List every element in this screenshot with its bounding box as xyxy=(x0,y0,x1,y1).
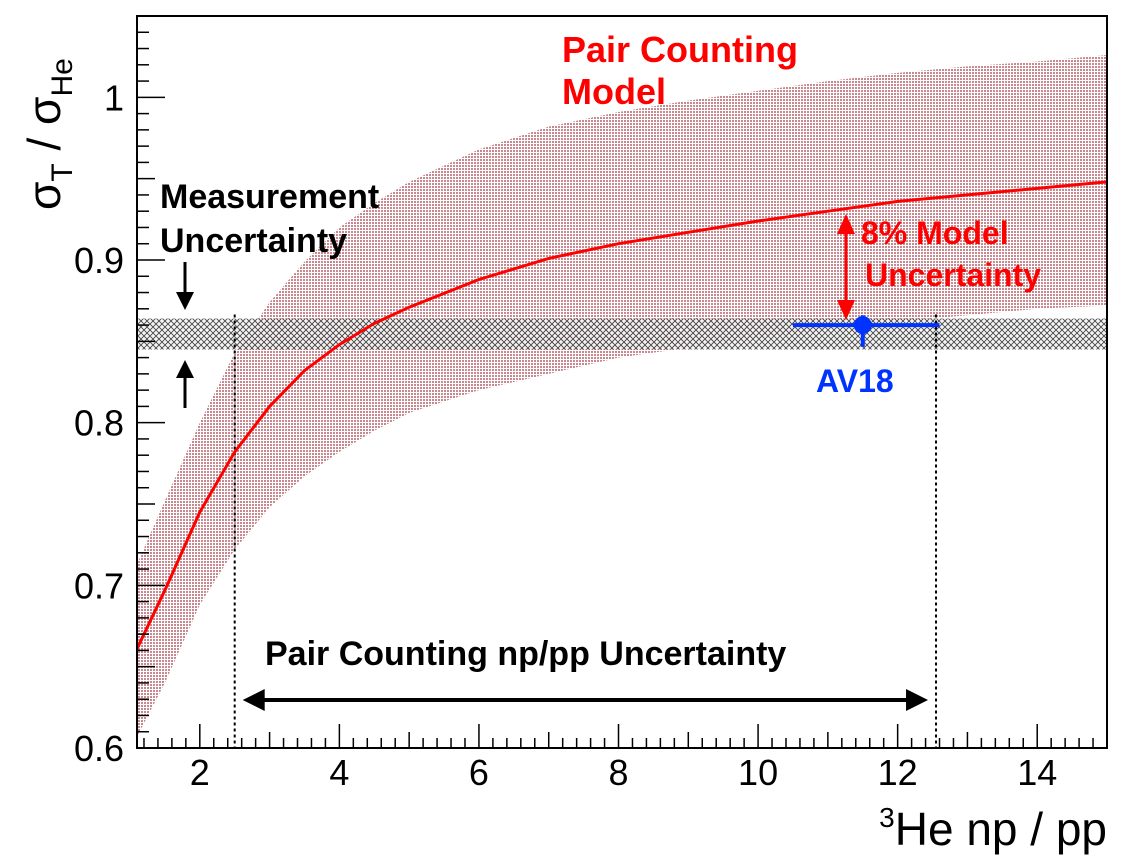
plot-area: 2 4 6 8 10 12 14 0.6 0.7 0.8 0.9 1 xyxy=(74,15,1108,793)
model-uncertainty-band xyxy=(137,55,1107,737)
model-curve xyxy=(137,180,1107,650)
model-uncertainty-line2: Uncertainty xyxy=(865,257,1041,293)
measurement-uncertainty-band xyxy=(137,318,1107,350)
y-tick-label: 0.6 xyxy=(74,728,124,769)
av18-label: AV18 xyxy=(816,363,894,399)
x-tick-label: 10 xyxy=(738,752,778,793)
x-tick-label: 12 xyxy=(878,752,918,793)
x-tick-label: 6 xyxy=(469,752,489,793)
model-title-line2: Model xyxy=(562,71,666,112)
model-uncertainty-arrow-down-head xyxy=(837,300,855,320)
model-title-line1: Pair Counting xyxy=(562,29,798,70)
y-tick-label: 0.8 xyxy=(74,403,124,444)
x-axis-title: 3He np / pp xyxy=(879,802,1107,855)
y-axis-sep: / xyxy=(18,125,70,163)
x-axis-title-superscript: 3 xyxy=(879,802,895,833)
np-pp-arrow-left-head xyxy=(242,689,265,711)
measurement-arrow-down-head xyxy=(176,292,194,310)
y-axis-title: σT / σHe xyxy=(18,58,79,210)
measurement-uncertainty-line1: Measurement xyxy=(160,178,379,216)
measurement-arrow-up-head xyxy=(176,360,194,378)
model-uncertainty-line1: 8% Model xyxy=(861,215,1009,251)
av18-point xyxy=(853,316,872,335)
x-tick-label: 14 xyxy=(1017,752,1057,793)
y-tick-label: 0.9 xyxy=(74,240,124,281)
measurement-uncertainty-line2: Uncertainty xyxy=(160,222,347,260)
plot-clip-group xyxy=(137,55,1107,748)
y-axis-sigma-1: σ xyxy=(18,182,70,210)
x-tick-label: 8 xyxy=(608,752,628,793)
y-tick-label: 0.7 xyxy=(74,565,124,606)
x-tick-label: 4 xyxy=(329,752,349,793)
y-axis-sub-2: He xyxy=(46,58,79,96)
model-uncertainty-arrow-up-head xyxy=(837,214,855,234)
x-tick-label: 2 xyxy=(190,752,210,793)
plot-frame xyxy=(136,15,1108,749)
x-axis-title-text: He np / pp xyxy=(895,803,1107,855)
y-tick-label: 1 xyxy=(104,77,124,118)
np-pp-arrow-right-head xyxy=(906,689,929,711)
y-axis-sigma-2: σ xyxy=(18,97,70,125)
np-pp-uncertainty-label: Pair Counting np/pp Uncertainty xyxy=(265,635,786,673)
y-axis-sub-1: T xyxy=(46,163,79,181)
